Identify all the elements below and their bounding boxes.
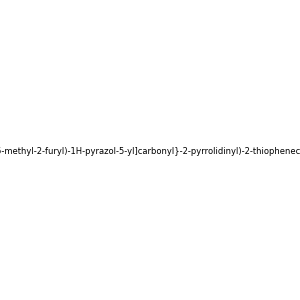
Text: 5-(1-{[3-(5-methyl-2-furyl)-1H-pyrazol-5-yl]carbonyl}-2-pyrrolidinyl)-2-thiophen: 5-(1-{[3-(5-methyl-2-furyl)-1H-pyrazol-5… <box>0 147 300 156</box>
